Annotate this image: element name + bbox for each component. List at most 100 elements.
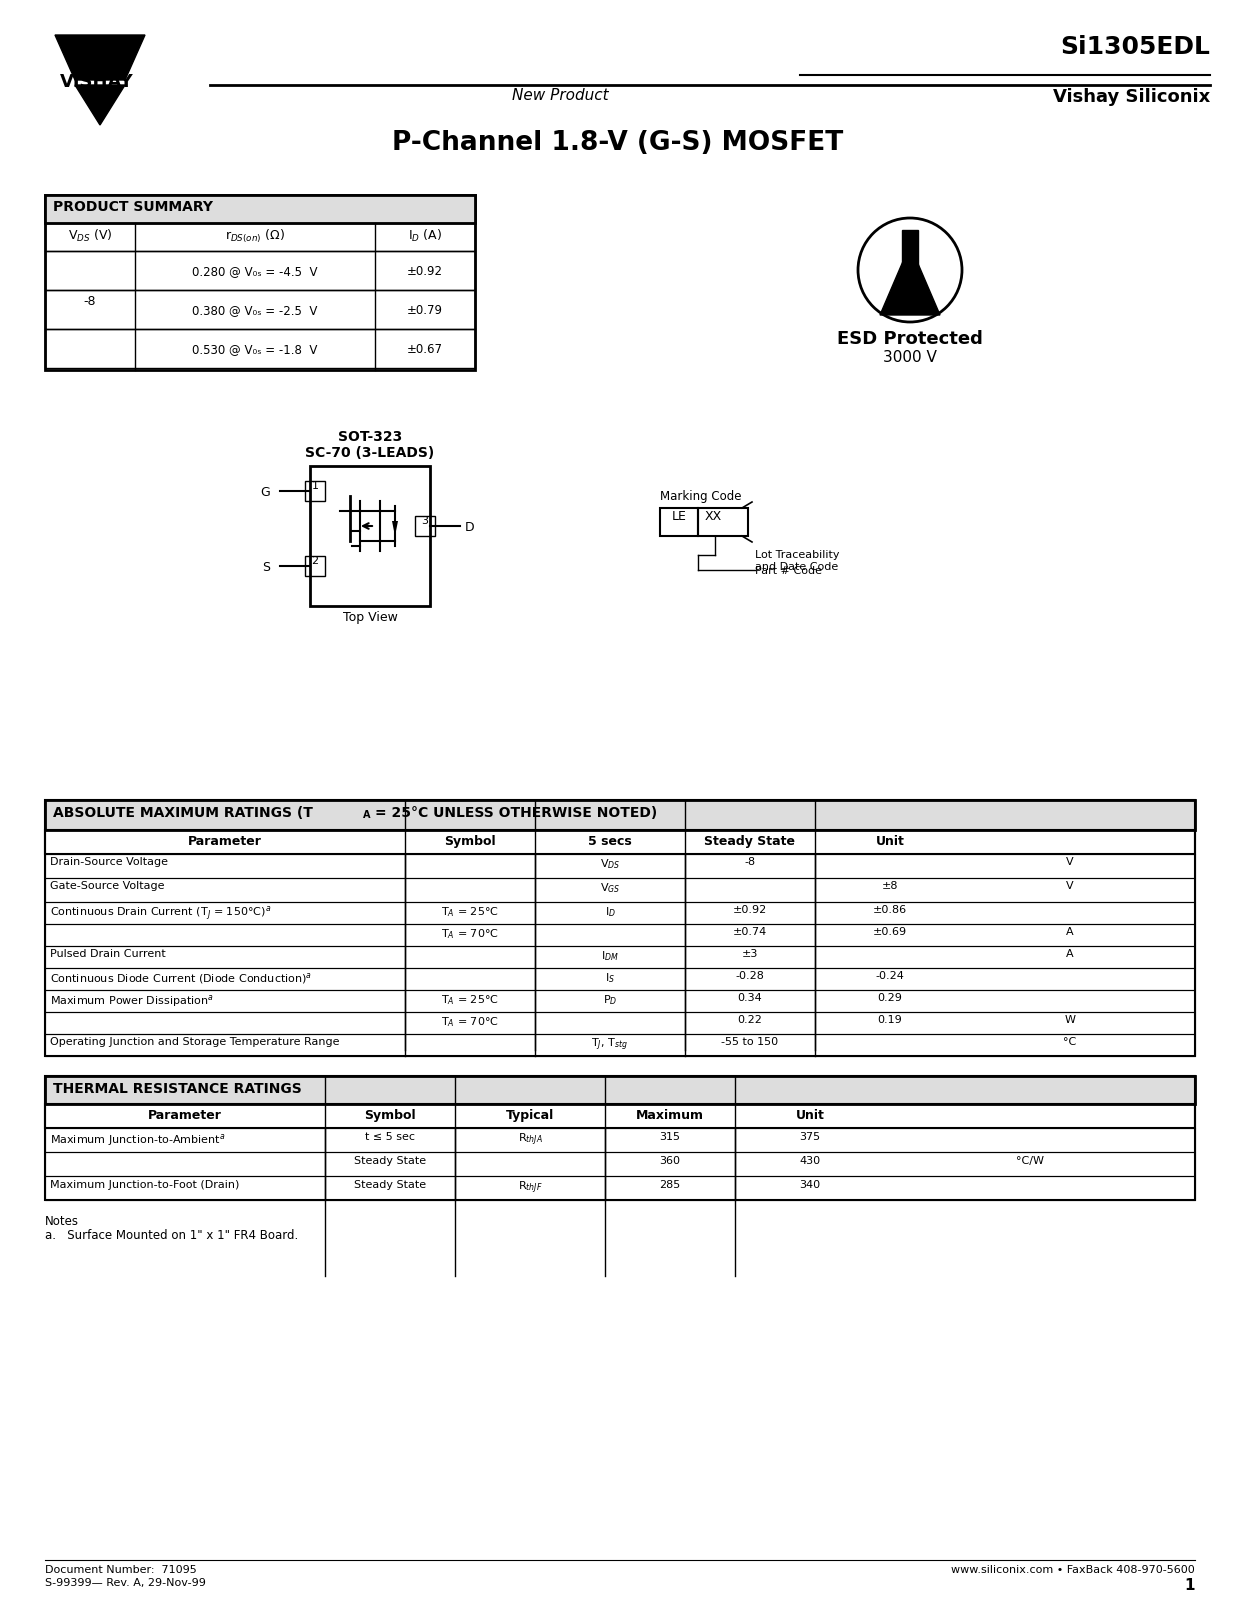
Text: P-Channel 1.8-V (G-S) MOSFET: P-Channel 1.8-V (G-S) MOSFET	[392, 130, 844, 157]
Text: Lot Traceability: Lot Traceability	[755, 550, 840, 560]
Text: 3000 V: 3000 V	[883, 350, 936, 365]
Text: 0.19: 0.19	[877, 1014, 902, 1026]
Bar	[45, 1176, 1195, 1200]
Bar	[414, 515, 435, 536]
Text: -0.28: -0.28	[736, 971, 764, 981]
Text: www.siliconix.com • FaxBack 408-970-5600: www.siliconix.com • FaxBack 408-970-5600	[951, 1565, 1195, 1574]
Text: = 25°C UNLESS OTHERWISE NOTED): = 25°C UNLESS OTHERWISE NOTED)	[375, 806, 657, 819]
Text: 0.530 @ V₀ₛ = -1.8  V: 0.530 @ V₀ₛ = -1.8 V	[192, 342, 318, 357]
Text: 430: 430	[799, 1155, 820, 1166]
Text: Unit: Unit	[795, 1109, 824, 1122]
Bar	[45, 946, 1195, 968]
Text: Continuous Diode Current (Diode Conduction)$^a$: Continuous Diode Current (Diode Conducti…	[49, 971, 312, 986]
Bar	[45, 990, 1195, 1013]
Text: Continuous Drain Current (T$_J$ = 150°C)$^a$: Continuous Drain Current (T$_J$ = 150°C)…	[49, 906, 271, 923]
Text: T$_A$ = 70°C: T$_A$ = 70°C	[442, 1014, 499, 1029]
Text: Maximum: Maximum	[636, 1109, 704, 1122]
Text: ±3: ±3	[742, 949, 758, 958]
Text: PRODUCT SUMMARY: PRODUCT SUMMARY	[53, 200, 213, 214]
Bar	[45, 878, 1195, 902]
Text: Document Number:  71095: Document Number: 71095	[45, 1565, 197, 1574]
Text: -8: -8	[84, 294, 96, 307]
Text: THERMAL RESISTANCE RATINGS: THERMAL RESISTANCE RATINGS	[53, 1082, 302, 1096]
Text: Si1305EDL: Si1305EDL	[1060, 35, 1210, 59]
Bar	[698, 509, 748, 536]
Text: G: G	[260, 486, 270, 499]
Bar	[45, 330, 475, 368]
Text: ±0.69: ±0.69	[873, 926, 907, 938]
Bar	[45, 1013, 1195, 1034]
Text: 3: 3	[422, 515, 428, 526]
Bar	[45, 1104, 1195, 1128]
Text: A: A	[362, 810, 371, 819]
Text: I$_D$: I$_D$	[605, 906, 616, 918]
Bar	[45, 1075, 1195, 1104]
Text: I$_D$ (A): I$_D$ (A)	[408, 227, 442, 245]
Text: Vishay Siliconix: Vishay Siliconix	[1053, 88, 1210, 106]
Text: Notes: Notes	[45, 1214, 79, 1229]
Text: 0.22: 0.22	[737, 1014, 762, 1026]
Text: T$_A$ = 25°C: T$_A$ = 25°C	[442, 906, 499, 918]
Bar	[45, 902, 1195, 925]
Text: T$_J$, T$_{stg}$: T$_J$, T$_{stg}$	[591, 1037, 628, 1053]
Text: t ≤ 5 sec: t ≤ 5 sec	[365, 1133, 414, 1142]
Bar	[661, 509, 698, 536]
Text: I$_S$: I$_S$	[605, 971, 615, 984]
Bar	[45, 968, 1195, 990]
Text: r$_{DS(on)}$ (Ω): r$_{DS(on)}$ (Ω)	[225, 227, 285, 245]
Bar	[310, 466, 430, 606]
Text: 1: 1	[1185, 1578, 1195, 1594]
Text: R$_{thJA}$: R$_{thJA}$	[517, 1133, 543, 1149]
Text: and Date Code: and Date Code	[755, 562, 839, 573]
Text: VISHAY: VISHAY	[61, 74, 134, 91]
Text: Steady State: Steady State	[705, 835, 795, 848]
Text: °C/W: °C/W	[1016, 1155, 1044, 1166]
Text: ±8: ±8	[882, 882, 898, 891]
Text: V$_{DS}$ (V): V$_{DS}$ (V)	[68, 227, 113, 245]
Text: Gate-Source Voltage: Gate-Source Voltage	[49, 882, 165, 891]
Bar	[45, 222, 475, 251]
Text: Symbol: Symbol	[364, 1109, 416, 1122]
Text: Parameter: Parameter	[148, 1109, 221, 1122]
Bar	[45, 195, 475, 370]
Text: 0.380 @ V₀ₛ = -2.5  V: 0.380 @ V₀ₛ = -2.5 V	[192, 304, 318, 317]
Bar	[45, 1075, 1195, 1200]
Text: °C: °C	[1064, 1037, 1076, 1046]
Text: ±0.79: ±0.79	[407, 304, 443, 317]
Bar	[306, 482, 325, 501]
Text: SOT-323: SOT-323	[338, 430, 402, 443]
Text: Maximum Junction-to-Ambient$^a$: Maximum Junction-to-Ambient$^a$	[49, 1133, 225, 1149]
Bar	[45, 830, 1195, 854]
Text: Steady State: Steady State	[354, 1155, 426, 1166]
Text: D: D	[465, 522, 475, 534]
Polygon shape	[880, 245, 940, 315]
Text: Pulsed Drain Current: Pulsed Drain Current	[49, 949, 166, 958]
Text: A: A	[1066, 949, 1074, 958]
Text: LE: LE	[672, 510, 687, 523]
Text: V$_{DS}$: V$_{DS}$	[600, 858, 620, 870]
Bar	[45, 800, 1195, 830]
Text: Steady State: Steady State	[354, 1181, 426, 1190]
Text: Operating Junction and Storage Temperature Range: Operating Junction and Storage Temperatu…	[49, 1037, 339, 1046]
Text: Drain-Source Voltage: Drain-Source Voltage	[49, 858, 168, 867]
Text: Maximum Power Dissipation$^a$: Maximum Power Dissipation$^a$	[49, 994, 214, 1010]
Bar	[45, 1034, 1195, 1056]
Text: 315: 315	[659, 1133, 680, 1142]
Text: 2: 2	[312, 557, 319, 566]
Text: Parameter: Parameter	[188, 835, 262, 848]
Bar	[45, 854, 1195, 878]
Text: T$_A$ = 25°C: T$_A$ = 25°C	[442, 994, 499, 1006]
Text: SC-70 (3-LEADS): SC-70 (3-LEADS)	[306, 446, 434, 461]
Text: ±0.92: ±0.92	[732, 906, 767, 915]
Text: V: V	[1066, 858, 1074, 867]
Text: -55 to 150: -55 to 150	[721, 1037, 778, 1046]
Text: Top View: Top View	[343, 611, 397, 624]
Text: 0.34: 0.34	[737, 994, 762, 1003]
Text: 285: 285	[659, 1181, 680, 1190]
Text: a.   Surface Mounted on 1" x 1" FR4 Board.: a. Surface Mounted on 1" x 1" FR4 Board.	[45, 1229, 298, 1242]
Text: A: A	[1066, 926, 1074, 938]
Text: 0.29: 0.29	[877, 994, 903, 1003]
Bar	[45, 800, 1195, 1056]
Text: W: W	[1065, 1014, 1075, 1026]
Bar	[45, 1152, 1195, 1176]
